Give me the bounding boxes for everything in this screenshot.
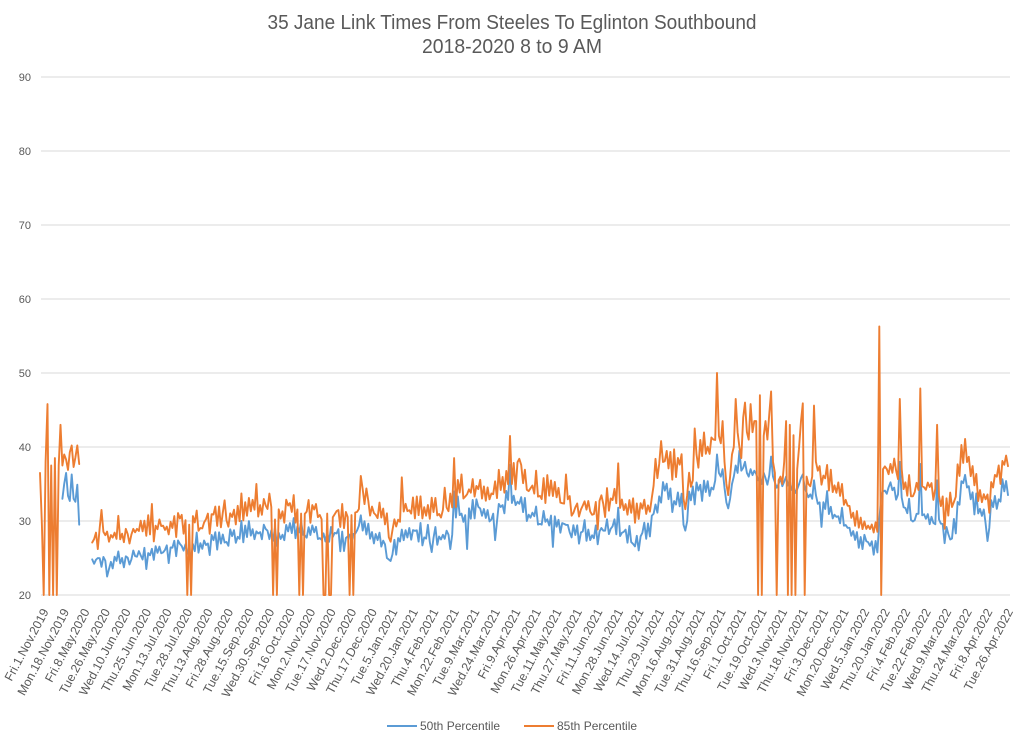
svg-text:60: 60	[19, 294, 31, 306]
svg-text:50th Percentile: 50th Percentile	[420, 719, 500, 733]
svg-text:90: 90	[19, 72, 31, 84]
svg-text:50: 50	[19, 368, 31, 380]
svg-text:40: 40	[19, 442, 31, 454]
svg-text:2018-2020 8 to 9 AM: 2018-2020 8 to 9 AM	[422, 36, 602, 58]
svg-text:20: 20	[19, 590, 31, 602]
svg-text:35 Jane Link Times From Steele: 35 Jane Link Times From Steeles To Eglin…	[268, 12, 757, 34]
svg-text:70: 70	[19, 220, 31, 232]
svg-text:85th Percentile: 85th Percentile	[557, 719, 637, 733]
svg-text:80: 80	[19, 146, 31, 158]
svg-text:30: 30	[19, 516, 31, 528]
